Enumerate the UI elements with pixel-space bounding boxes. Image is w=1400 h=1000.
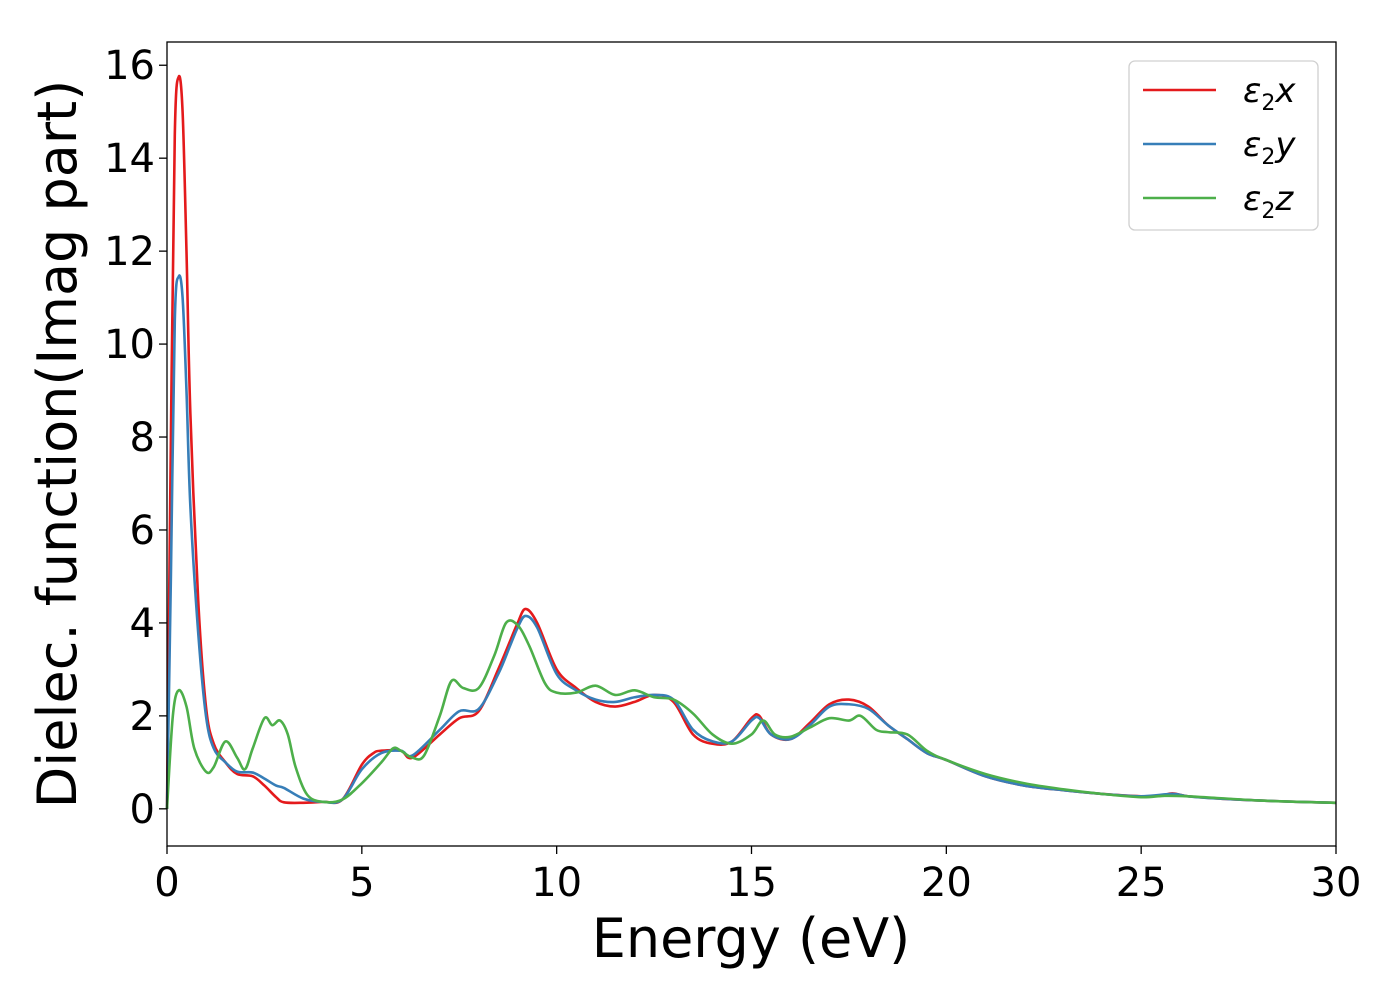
legend: ε2x ε2y ε2z: [1128, 60, 1319, 231]
x-tick-label: 30: [1311, 860, 1362, 906]
y-axis: 0 2 4 6 8 10 12 14 16: [104, 43, 167, 833]
y-tick-label: 16: [104, 43, 155, 89]
y-tick-label: 8: [130, 415, 155, 461]
y-tick-label: 0: [130, 787, 155, 833]
x-tick-label: 10: [531, 860, 582, 906]
series-layer: [165, 74, 1337, 809]
x-tick-label: 25: [1116, 860, 1167, 906]
legend-label-z: ε2z: [1243, 179, 1294, 224]
y-tick-label: 10: [104, 322, 155, 368]
legend-label-y: ε2y: [1243, 125, 1296, 170]
series-line-z: [165, 619, 1337, 809]
legend-label-x: ε2x: [1243, 71, 1296, 116]
legend-box: [1128, 60, 1319, 231]
y-tick-label: 14: [104, 136, 155, 182]
y-tick-label: 12: [104, 229, 155, 275]
y-tick-label: 6: [130, 508, 155, 554]
y-tick-label: 4: [130, 601, 155, 647]
x-axis: 0 5 10 15 20 25 30: [154, 846, 1361, 906]
x-tick-label: 5: [349, 860, 374, 906]
x-axis-label: Energy (eV): [592, 907, 911, 970]
x-tick-label: 0: [154, 860, 179, 906]
y-tick-label: 2: [130, 694, 155, 740]
x-tick-label: 20: [921, 860, 972, 906]
y-axis-label: Dielec. function(Imag part): [26, 80, 89, 809]
x-tick-label: 15: [726, 860, 777, 906]
